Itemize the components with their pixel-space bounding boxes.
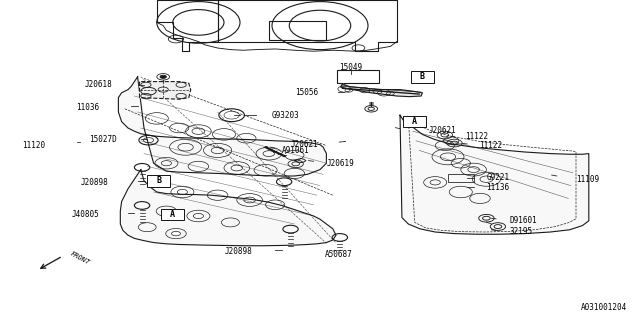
Text: J20618: J20618 (84, 80, 112, 89)
Bar (269, 21, 326, 40)
Text: 11036: 11036 (76, 103, 99, 112)
Polygon shape (140, 82, 191, 99)
Text: G9221: G9221 (486, 173, 509, 182)
Polygon shape (340, 84, 422, 97)
Text: 11122: 11122 (479, 141, 502, 150)
Text: 32195: 32195 (509, 228, 532, 236)
Text: 15056: 15056 (295, 88, 318, 97)
Text: 11136: 11136 (486, 183, 509, 192)
Text: 15049: 15049 (339, 63, 362, 72)
Text: B: B (156, 176, 161, 185)
Text: A: A (412, 117, 417, 126)
Text: J20898: J20898 (225, 247, 253, 256)
Text: A50687: A50687 (325, 250, 353, 259)
Text: FRONT: FRONT (69, 251, 91, 266)
Text: 11120: 11120 (22, 141, 45, 150)
Polygon shape (400, 115, 589, 234)
Text: J40805: J40805 (72, 210, 99, 219)
Bar (448, 174, 474, 182)
Text: J20621: J20621 (429, 126, 456, 135)
Bar (337, 70, 379, 83)
Text: 15027D: 15027D (90, 135, 117, 144)
Text: A91061: A91061 (282, 146, 309, 155)
FancyBboxPatch shape (161, 209, 184, 220)
Text: J20621: J20621 (291, 140, 318, 149)
Polygon shape (120, 170, 336, 246)
FancyBboxPatch shape (147, 175, 170, 187)
Text: J20619: J20619 (326, 159, 354, 168)
Text: 11122: 11122 (465, 132, 488, 140)
Text: G93203: G93203 (272, 111, 300, 120)
Polygon shape (118, 77, 326, 176)
Text: A031001204: A031001204 (581, 303, 627, 312)
Text: A: A (170, 210, 175, 219)
FancyBboxPatch shape (403, 116, 426, 127)
Text: B: B (420, 72, 425, 81)
Circle shape (160, 75, 166, 78)
Text: D91601: D91601 (509, 216, 537, 225)
Text: 11109: 11109 (576, 175, 599, 184)
Text: J20898: J20898 (81, 178, 109, 187)
FancyBboxPatch shape (411, 71, 434, 83)
